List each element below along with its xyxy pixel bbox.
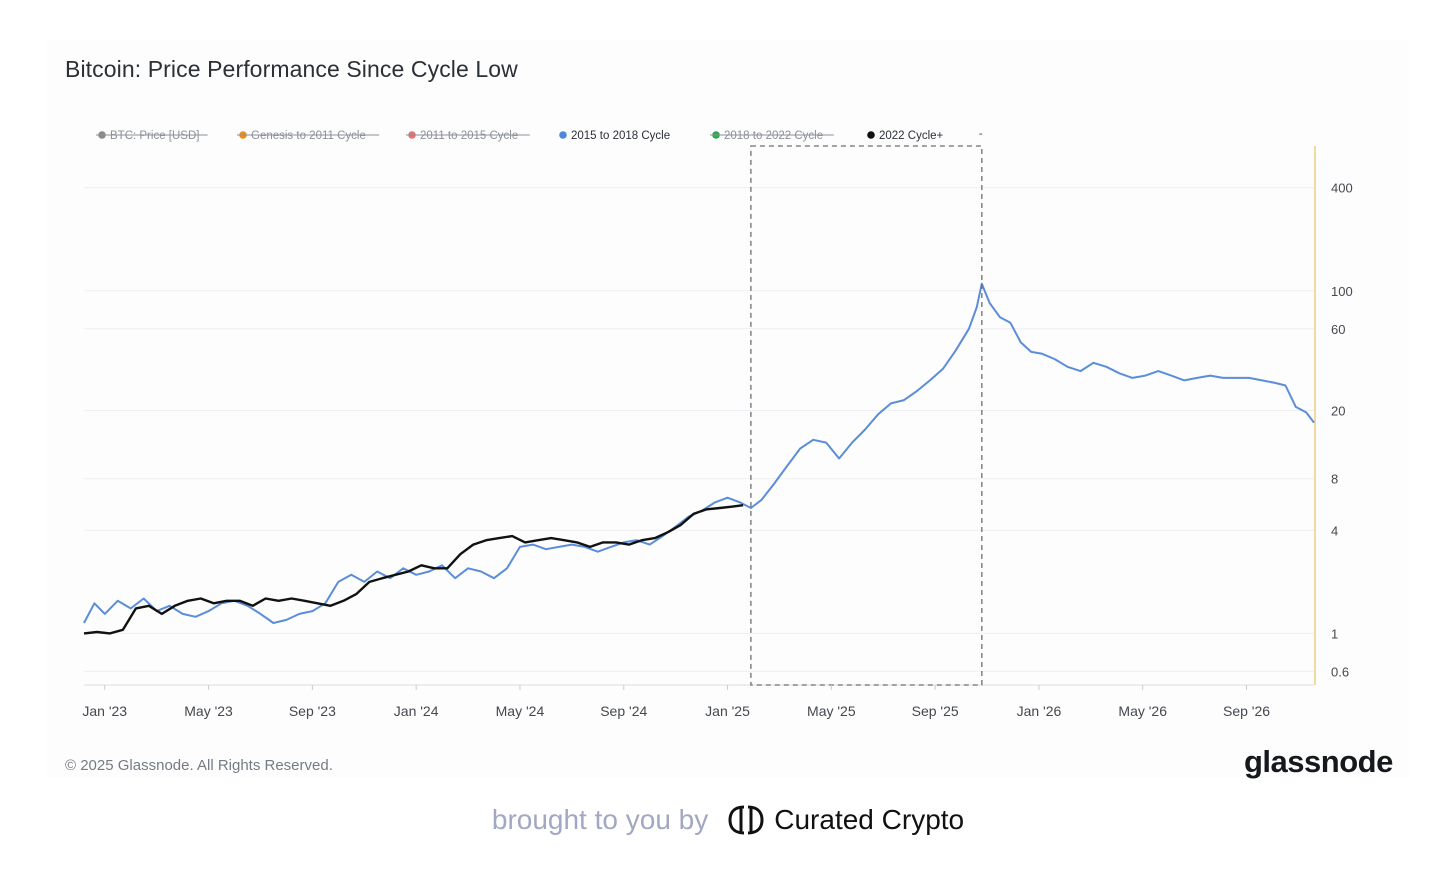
legend-label: 2018 to 2022 Cycle xyxy=(724,130,823,142)
series-line-2015-to-2018-cycle xyxy=(83,282,1315,624)
highlight-box xyxy=(750,145,983,686)
curated-crypto-icon xyxy=(728,805,764,835)
legend-item[interactable]: 2015 to 2018 Cycle xyxy=(559,130,670,142)
legend-label: 2011 to 2015 Cycle xyxy=(420,130,518,142)
chart-title: Bitcoin: Price Performance Since Cycle L… xyxy=(65,56,518,82)
credit-text: brought to you by xyxy=(491,804,709,835)
legend-label: Genesis to 2011 Cycle xyxy=(251,130,366,142)
x-tick-label: May '23 xyxy=(184,703,233,719)
y-tick-label: 4 xyxy=(1331,523,1338,538)
highlight-region: - xyxy=(750,128,983,686)
legend: BTC: Price [USD] Genesis to 2011 Cycle 201… xyxy=(96,130,944,142)
curated-crypto-logo: Curated Crypto xyxy=(726,803,964,837)
legend-marker xyxy=(867,131,875,139)
x-tick-label: May '24 xyxy=(496,703,545,719)
x-tick-label: Jan '25 xyxy=(705,703,750,719)
y-tick-label: 20 xyxy=(1331,404,1345,419)
legend-item[interactable]: 2018 to 2022 Cycle xyxy=(710,130,834,142)
chart-card xyxy=(46,40,1410,778)
credit-name: Curated Crypto xyxy=(774,804,965,835)
gridlines xyxy=(84,146,1316,686)
y-tick-label: 8 xyxy=(1331,472,1338,487)
x-tick-label: Sep '23 xyxy=(289,703,336,719)
legend-item[interactable]: 2011 to 2015 Cycle xyxy=(406,130,530,142)
y-tick-label: 100 xyxy=(1331,284,1353,299)
copyright-text: © 2025 Glassnode. All Rights Reserved. xyxy=(65,757,333,774)
legend-label: BTC: Price [USD] xyxy=(110,130,199,142)
y-axis: 0.6 1 4 8 20 60 100 400 xyxy=(1331,181,1353,680)
x-tick-label: Jan '24 xyxy=(394,703,439,719)
x-tick-label: Sep '24 xyxy=(600,703,647,719)
highlight-label: - xyxy=(979,128,983,140)
chart: BTC: Price [USD] Genesis to 2011 Cycle 201… xyxy=(82,128,1353,719)
y-tick-label: 1 xyxy=(1331,626,1338,641)
x-tick-label: Sep '26 xyxy=(1223,703,1270,719)
x-tick-label: May '26 xyxy=(1118,703,1167,719)
glassnode-logo: glassnode xyxy=(1244,744,1393,779)
legend-item[interactable]: Genesis to 2011 Cycle xyxy=(237,130,380,142)
x-tick-label: Jan '23 xyxy=(82,703,127,719)
x-axis: Jan '23 May '23 Sep '23 Jan '24 May '24 Sep '… xyxy=(82,685,1270,719)
y-tick-label: 60 xyxy=(1331,322,1345,337)
series-line-2022-cycle- xyxy=(83,504,744,635)
x-tick-label: Jan '26 xyxy=(1017,703,1062,719)
x-tick-label: May '25 xyxy=(807,703,856,719)
legend-item[interactable]: 2022 Cycle+ xyxy=(867,130,944,142)
legend-label: 2015 to 2018 Cycle xyxy=(571,130,670,142)
legend-label: 2022 Cycle+ xyxy=(879,130,944,142)
credit-bar: brought to you by Curated Crypto xyxy=(0,803,1456,837)
series-lines xyxy=(83,282,1315,635)
legend-item[interactable]: BTC: Price [USD] xyxy=(96,130,208,142)
y-tick-label: 0.6 xyxy=(1331,664,1349,679)
x-tick-label: Sep '25 xyxy=(912,703,959,719)
y-tick-label: 400 xyxy=(1331,181,1353,196)
legend-marker xyxy=(559,131,567,139)
